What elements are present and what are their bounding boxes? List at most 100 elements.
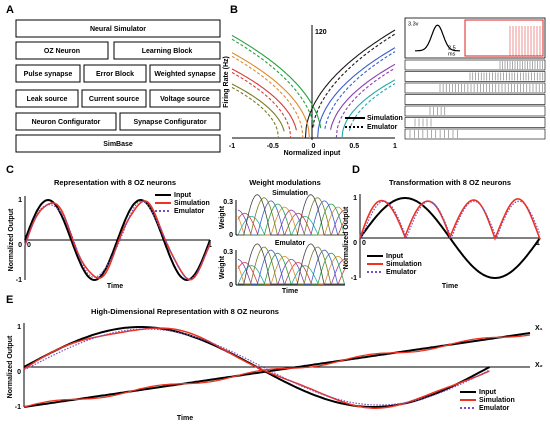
label: 0 — [17, 369, 21, 376]
label: 0 — [353, 240, 357, 247]
label: E — [6, 294, 13, 306]
label: 1 — [536, 240, 540, 247]
block — [83, 64, 147, 83]
label: 2.5 — [448, 45, 456, 51]
label: SimBase — [103, 141, 133, 148]
label: Synapse Configurator — [133, 119, 206, 126]
label: -1 — [229, 143, 235, 150]
curve — [231, 55, 304, 139]
label: A — [6, 4, 14, 16]
label: Learning Block — [142, 48, 193, 55]
label: Pulse synapse — [24, 71, 73, 78]
label: B — [230, 4, 238, 16]
label: Input — [386, 253, 404, 260]
label: Normalized input — [284, 150, 341, 157]
label: Current source — [89, 96, 139, 103]
curve — [231, 34, 322, 129]
block — [15, 112, 117, 131]
raster-row — [404, 82, 546, 94]
block — [15, 19, 221, 38]
label: 0 — [229, 232, 233, 239]
curve — [231, 38, 315, 129]
label: 0 — [229, 282, 233, 289]
curve — [238, 200, 345, 236]
curve — [348, 83, 396, 131]
label: Leak source — [27, 96, 68, 103]
inset — [404, 17, 546, 59]
block — [119, 112, 221, 131]
label: Neuron Configurator — [32, 119, 101, 126]
label: -1 — [15, 404, 21, 411]
block — [81, 89, 147, 108]
label: Emulator — [174, 208, 205, 215]
raster-row — [404, 128, 546, 140]
label: Simulation — [479, 397, 515, 404]
curve — [24, 200, 211, 280]
label: D — [352, 164, 360, 176]
label: C — [6, 164, 14, 176]
raster-row — [404, 59, 546, 71]
curve — [238, 243, 345, 285]
raster-row — [404, 117, 546, 128]
label: OZ Neuron — [44, 48, 80, 55]
curve — [23, 334, 531, 408]
curve — [238, 249, 345, 285]
curve — [231, 72, 292, 139]
label: Emulator — [367, 124, 398, 131]
raster-row — [404, 94, 546, 105]
label: Simulation — [272, 190, 308, 197]
label: 0.5 — [349, 143, 359, 150]
label: Input — [479, 389, 497, 396]
label: -1 — [351, 275, 357, 282]
label: Simulation — [174, 200, 210, 207]
block — [15, 89, 79, 108]
label: 0 — [362, 240, 366, 247]
curve — [304, 29, 396, 139]
label: 3.3v — [408, 21, 419, 27]
curve — [415, 24, 460, 52]
label: 1 — [393, 143, 397, 150]
curve — [231, 68, 297, 131]
label: Weighted synapse — [154, 71, 215, 78]
label: Neural Simulator — [90, 26, 146, 33]
label: 0.3 — [223, 249, 233, 256]
curve — [330, 63, 396, 130]
curve — [23, 332, 531, 408]
label: 0.3 — [223, 199, 233, 206]
block — [149, 89, 221, 108]
label: Input — [174, 192, 192, 199]
label: Time — [177, 415, 193, 422]
curve — [231, 83, 285, 132]
label: -0.5 — [267, 143, 279, 150]
label: 1 — [353, 195, 357, 202]
label: 1 — [17, 324, 21, 331]
label: ms — [448, 51, 456, 57]
label: Normalized Output — [343, 206, 350, 269]
label: Firing Rate (Hz) — [223, 56, 230, 108]
label: High-Dimensional Representation with 8 O… — [91, 307, 279, 316]
label: Emulator — [386, 269, 417, 276]
curve — [231, 52, 310, 139]
inset-highlight — [464, 19, 544, 57]
label: X₁ — [535, 325, 543, 332]
label: -1 — [16, 277, 22, 284]
curve — [359, 200, 541, 238]
curve — [341, 79, 396, 139]
label: 1 — [18, 197, 22, 204]
label: Representation with 8 OZ neurons — [54, 178, 176, 187]
label: Emulator — [275, 240, 306, 247]
block — [15, 41, 109, 60]
curve — [24, 198, 211, 282]
label: 0 — [312, 143, 316, 150]
label: Error Block — [96, 71, 134, 78]
curve — [231, 87, 280, 139]
label: Time — [282, 288, 298, 295]
label: Simulation — [386, 261, 422, 268]
curve — [317, 47, 396, 139]
curve — [237, 259, 345, 285]
label: 120 — [315, 29, 327, 36]
curve — [238, 194, 345, 236]
label: X₂ — [535, 362, 543, 369]
block — [15, 134, 221, 153]
